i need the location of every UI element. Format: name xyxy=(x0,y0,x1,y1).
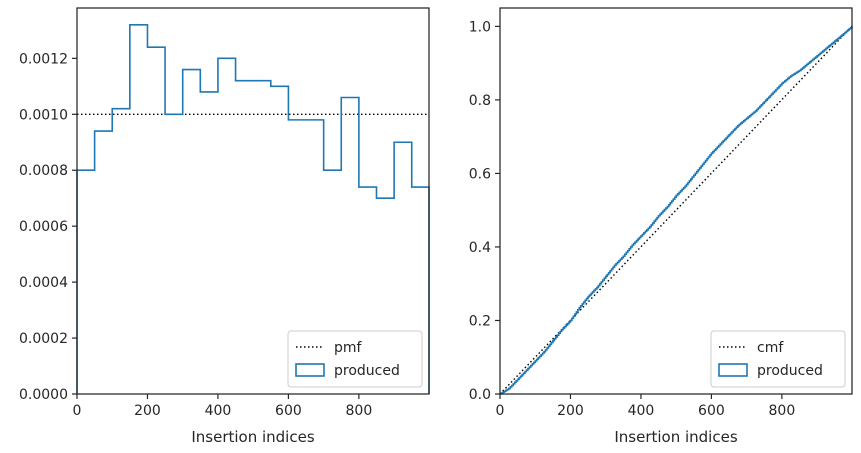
cumulative-x-tick-label: 800 xyxy=(769,403,796,419)
histogram-legend-label-produced: produced xyxy=(334,363,400,379)
histogram-y-tick-label: 0.0006 xyxy=(19,219,68,235)
histogram-y-tick-label: 0.0004 xyxy=(19,275,68,291)
cumulative-y-tick-label: 0.6 xyxy=(469,166,491,182)
histogram-legend-box xyxy=(287,330,423,388)
cumulative-axes-frame xyxy=(499,7,853,395)
cumulative-y-tick-label: 1.0 xyxy=(469,19,491,35)
histogram-axes-frame xyxy=(76,7,430,395)
cumulative-x-tick-label: 600 xyxy=(698,403,725,419)
cumulative-x-tick-label: 200 xyxy=(557,403,584,419)
cumulative-legend-label-produced: produced xyxy=(757,363,823,379)
cumulative-legend: cmf produced xyxy=(710,330,846,388)
cumulative-y-ticks: 0.0 0.2 0.4 0.6 0.8 1.0 xyxy=(469,19,500,403)
histogram-x-ticks: 0 200 400 600 800 xyxy=(73,394,373,419)
histogram-x-tick-label: 0 xyxy=(73,403,82,419)
histogram-legend: pmf produced xyxy=(287,330,423,388)
cumulative-x-tick-label: 0 xyxy=(496,403,505,419)
histogram-x-tick-label: 800 xyxy=(346,403,373,419)
cumulative-x-tick-label: 400 xyxy=(628,403,655,419)
histogram-x-axis-label: Insertion indices xyxy=(191,428,314,446)
cumulative-y-tick-label: 0.0 xyxy=(469,387,491,403)
cumulative-legend-label-cmf: cmf xyxy=(757,340,784,356)
histogram-y-tick-label: 0.0002 xyxy=(19,331,68,347)
cumulative-y-tick-label: 0.4 xyxy=(469,240,491,256)
histogram-y-ticks: 0.0000 0.0002 0.0004 0.0006 0.0008 0.0010 0.00… xyxy=(19,51,77,403)
cumulative-marks xyxy=(499,25,853,395)
histogram-legend-label-pmf: pmf xyxy=(334,340,363,356)
histogram-y-tick-label: 0.0010 xyxy=(19,107,68,123)
cumulative-legend-box xyxy=(710,330,846,388)
cumulative-panel: 0 200 400 600 800 0.0 0.2 0.4 0.6 0.8 1.0 Inserti… xyxy=(469,7,853,446)
cumulative-legend-swatch-produced xyxy=(718,363,748,377)
histogram-series-produced xyxy=(76,23,430,394)
histogram-y-tick-label: 0.0012 xyxy=(19,51,68,67)
histogram-y-tick-label: 0.0008 xyxy=(19,163,68,179)
histogram-x-tick-label: 200 xyxy=(134,403,161,419)
cumulative-series-produced xyxy=(500,26,853,395)
histogram-marks xyxy=(76,23,430,394)
histogram-legend-swatch-produced xyxy=(295,363,325,377)
histogram-y-tick-label: 0.0000 xyxy=(19,387,68,403)
histogram-x-tick-label: 600 xyxy=(275,403,302,419)
cumulative-y-tick-label: 0.2 xyxy=(469,313,491,329)
cumulative-y-tick-label: 0.8 xyxy=(469,93,491,109)
cumulative-x-axis-label: Insertion indices xyxy=(614,428,737,446)
cumulative-x-ticks: 0 200 400 600 800 xyxy=(496,394,796,419)
histogram-panel: 0 200 400 600 800 0.00000.00020.00040.00060.… xyxy=(19,7,430,446)
histogram-x-tick-label: 400 xyxy=(205,403,232,419)
